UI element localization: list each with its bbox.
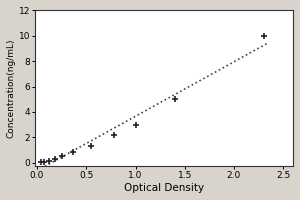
Y-axis label: Concentration(ng/mL): Concentration(ng/mL) <box>7 39 16 138</box>
X-axis label: Optical Density: Optical Density <box>124 183 204 193</box>
